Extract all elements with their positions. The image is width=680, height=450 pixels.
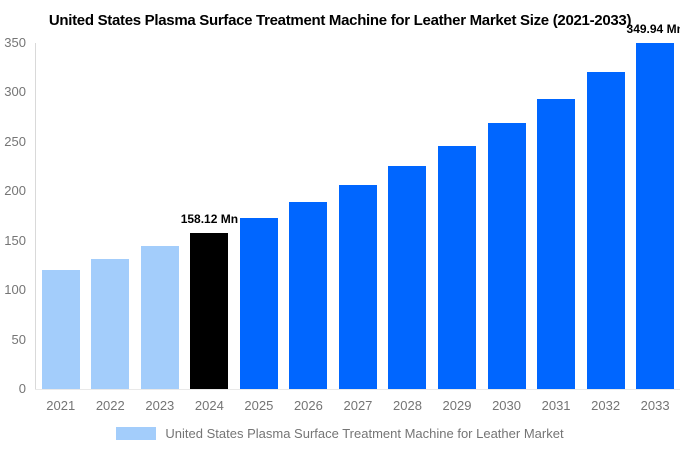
legend-label: United States Plasma Surface Treatment M… — [165, 426, 564, 441]
y-axis-tick-label: 350 — [4, 35, 26, 50]
plot-area — [36, 43, 680, 389]
y-axis-tick-label: 0 — [18, 381, 26, 396]
x-axis: 2021 2022 2023 2024 2025 2026 2027 2028 2029 2030… — [36, 398, 680, 413]
bar-slot-2030 — [482, 43, 532, 389]
y-axis-tick-label: 250 — [4, 133, 26, 149]
y-axis-tick-label: 50 — [11, 331, 26, 347]
x-axis-tick-label: 2027 — [343, 398, 373, 413]
bar-slot-2024 — [185, 43, 235, 389]
x-axis-tick-label: 2032 — [591, 398, 621, 413]
bar-2025[interactable] — [239, 218, 278, 389]
bar-2023[interactable] — [140, 245, 179, 389]
bar-2026[interactable] — [289, 202, 328, 389]
x-axis-tick-label: 2023 — [145, 398, 175, 413]
bar-2024[interactable] — [190, 232, 229, 389]
x-axis-tick-label: 2029 — [442, 398, 472, 413]
bar-value-label-2024: 158.12 Mn — [180, 211, 239, 226]
y-axis-tick-label: 300 — [4, 84, 26, 100]
y-axis-line — [35, 43, 36, 390]
bar-slot-2028 — [383, 43, 433, 389]
bar-2033[interactable] — [636, 43, 675, 389]
legend-swatch — [116, 427, 157, 440]
bar-value-label-2033: 349.94 Mn — [626, 22, 680, 37]
bar-slot-2033 — [630, 43, 680, 389]
bar-2021[interactable] — [41, 269, 80, 389]
x-axis-tick-label: 2030 — [492, 398, 521, 413]
bar-2028[interactable] — [388, 166, 427, 389]
y-axis-tick-label: 150 — [4, 232, 26, 248]
x-axis-tick-label: 2028 — [393, 398, 422, 413]
bar-slot-2023 — [135, 43, 185, 389]
bar-slot-2022 — [86, 43, 136, 389]
x-axis-tick-label: 2026 — [293, 398, 323, 413]
bar-slot-2029 — [432, 43, 482, 389]
bar-slot-2021 — [36, 43, 86, 389]
bar-2029[interactable] — [438, 145, 477, 389]
x-axis-tick-label: 2031 — [541, 398, 571, 413]
y-axis-tick-label: 100 — [4, 282, 26, 298]
bar-slot-2026 — [284, 43, 334, 389]
bar-2030[interactable] — [487, 123, 526, 389]
bar-2027[interactable] — [338, 185, 377, 389]
bar-slot-2032 — [581, 43, 631, 389]
bar-2031[interactable] — [537, 98, 576, 389]
bar-slot-2027 — [333, 43, 383, 389]
x-axis-line — [35, 389, 680, 390]
y-axis-tick-label: 200 — [4, 183, 26, 199]
x-axis-tick-label: 2024 — [194, 398, 224, 413]
x-axis-tick-label: 2033 — [640, 398, 670, 413]
bar-2022[interactable] — [91, 259, 130, 389]
x-axis-tick-label: 2021 — [46, 398, 76, 413]
bar-slot-2031 — [531, 43, 581, 389]
chart-title: United States Plasma Surface Treatment M… — [48, 12, 632, 29]
bar-2032[interactable] — [586, 72, 625, 389]
bar-slot-2025 — [234, 43, 284, 389]
x-axis-tick-label: 2022 — [95, 398, 125, 413]
y-axis: 0 50 100 150 200 250 300 350 — [0, 0, 26, 450]
legend[interactable]: United States Plasma Surface Treatment M… — [0, 426, 680, 441]
x-axis-tick-label: 2025 — [244, 398, 274, 413]
